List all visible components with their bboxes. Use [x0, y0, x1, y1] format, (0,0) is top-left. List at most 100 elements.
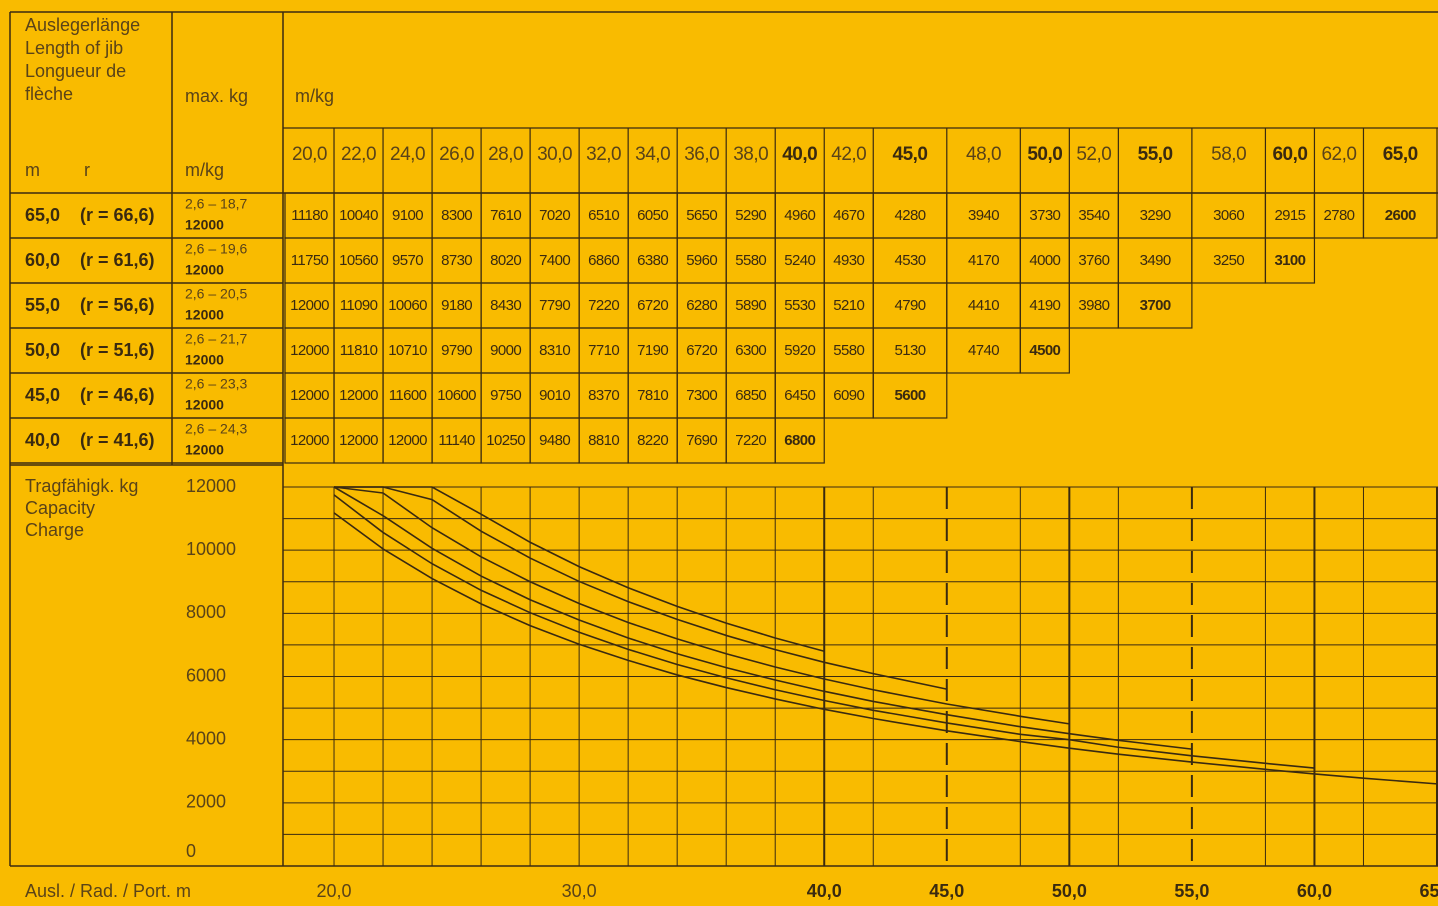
load-value: 4000	[1029, 252, 1060, 269]
y-tick-label: 6000	[186, 665, 226, 685]
load-value: 3730	[1029, 207, 1060, 224]
load-value: 6850	[735, 387, 766, 404]
jib-label: Auslegerlänge	[25, 15, 140, 35]
load-value: 6800	[784, 432, 815, 449]
load-value: 3290	[1140, 207, 1171, 224]
load-value: 5240	[784, 252, 815, 269]
x-label: Ausl. / Rad. / Port. m	[25, 881, 191, 901]
load-value: 5650	[686, 207, 717, 224]
column-header: 22,0	[341, 144, 376, 165]
load-value: 5580	[735, 252, 766, 269]
column-header: 30,0	[537, 144, 572, 165]
load-value: 11600	[389, 387, 427, 404]
jib-radius: (r = 56,6)	[80, 295, 155, 315]
cell	[1019, 327, 1070, 374]
load-value: 3980	[1078, 297, 1109, 314]
max-load: 12000	[185, 352, 224, 368]
column-header: 36,0	[684, 144, 719, 165]
load-value: 6380	[637, 252, 668, 269]
load-value: 10250	[486, 432, 525, 449]
y-tick-label: 10000	[186, 539, 236, 559]
load-value: 4930	[833, 252, 864, 269]
load-value: 4500	[1029, 342, 1060, 359]
load-value: 7690	[686, 432, 717, 449]
load-value: 4960	[784, 207, 815, 224]
column-header: 34,0	[635, 144, 670, 165]
y-tick-label: 4000	[186, 728, 226, 748]
load-value: 8810	[588, 432, 619, 449]
load-curve	[333, 512, 1438, 785]
x-tick-label: 30,0	[562, 881, 597, 901]
cell	[774, 417, 825, 464]
row-unit-label: m/kg	[185, 160, 224, 180]
load-value: 3760	[1078, 252, 1109, 269]
x-tick-label: 60,0	[1297, 881, 1332, 901]
radius-range: 2,6 – 23,3	[185, 376, 247, 392]
load-value: 9100	[392, 207, 423, 224]
jib-length: 40,0	[25, 430, 60, 450]
jib-radius: (r = 66,6)	[80, 205, 155, 225]
load-value: 8310	[539, 342, 570, 359]
y-tick-label: 8000	[186, 602, 226, 622]
column-header: 26,0	[439, 144, 474, 165]
load-value: 7020	[539, 207, 570, 224]
radius-range: 2,6 – 20,5	[185, 286, 247, 302]
load-value: 7220	[588, 297, 619, 314]
load-value: 11090	[340, 297, 378, 314]
column-header: 65,0	[1383, 144, 1418, 165]
column-header: 38,0	[733, 144, 768, 165]
cell	[1362, 192, 1438, 239]
jib-length: 50,0	[25, 340, 60, 360]
max-load: 12000	[185, 217, 224, 233]
load-value: 7710	[588, 342, 619, 359]
load-value: 8020	[490, 252, 521, 269]
load-value: 3700	[1140, 297, 1171, 314]
load-value: 7610	[490, 207, 521, 224]
load-value: 11750	[291, 252, 329, 269]
load-value: 8300	[441, 207, 472, 224]
jib-label: flèche	[25, 84, 73, 104]
load-value: 12000	[290, 297, 329, 314]
jib-radius: (r = 41,6)	[80, 430, 155, 450]
radius-range: 2,6 – 19,6	[185, 241, 247, 257]
load-value: 6720	[686, 342, 717, 359]
column-header: 60,0	[1272, 144, 1307, 165]
load-value: 12000	[290, 342, 329, 359]
load-value: 3100	[1274, 252, 1305, 269]
load-value: 11810	[340, 342, 378, 359]
column-header: 58,0	[1211, 144, 1246, 165]
y-tick-label: 2000	[186, 792, 226, 812]
load-value: 10060	[388, 297, 427, 314]
column-header: 52,0	[1076, 144, 1111, 165]
load-value: 6450	[784, 387, 815, 404]
load-value: 3940	[968, 207, 999, 224]
load-value: 4670	[833, 207, 864, 224]
load-value: 6280	[686, 297, 717, 314]
load-value: 12000	[339, 387, 378, 404]
x-tick-label: 55,0	[1174, 881, 1209, 901]
cell	[872, 372, 948, 419]
load-value: 8730	[441, 252, 472, 269]
cell	[1117, 282, 1193, 329]
load-curve	[334, 486, 825, 653]
load-value: 11140	[438, 432, 475, 449]
load-value: 10600	[437, 387, 476, 404]
load-value: 8370	[588, 387, 619, 404]
y-label: Tragfähigk. kg	[25, 476, 138, 496]
column-header: 20,0	[292, 144, 327, 165]
load-value: 10040	[339, 207, 378, 224]
load-value: 9750	[490, 387, 521, 404]
load-value: 5960	[686, 252, 717, 269]
load-value: 4790	[895, 297, 926, 314]
radius-range: 2,6 – 24,3	[185, 421, 247, 437]
load-value: 4170	[968, 252, 999, 269]
load-value: 2600	[1385, 207, 1416, 224]
jib-radius: (r = 51,6)	[80, 340, 155, 360]
load-value: 7300	[686, 387, 717, 404]
load-value: 9480	[539, 432, 570, 449]
load-value: 8430	[490, 297, 521, 314]
jib-label: Length of jib	[25, 38, 123, 58]
load-value: 12000	[388, 432, 427, 449]
jib-length: 60,0	[25, 250, 60, 270]
